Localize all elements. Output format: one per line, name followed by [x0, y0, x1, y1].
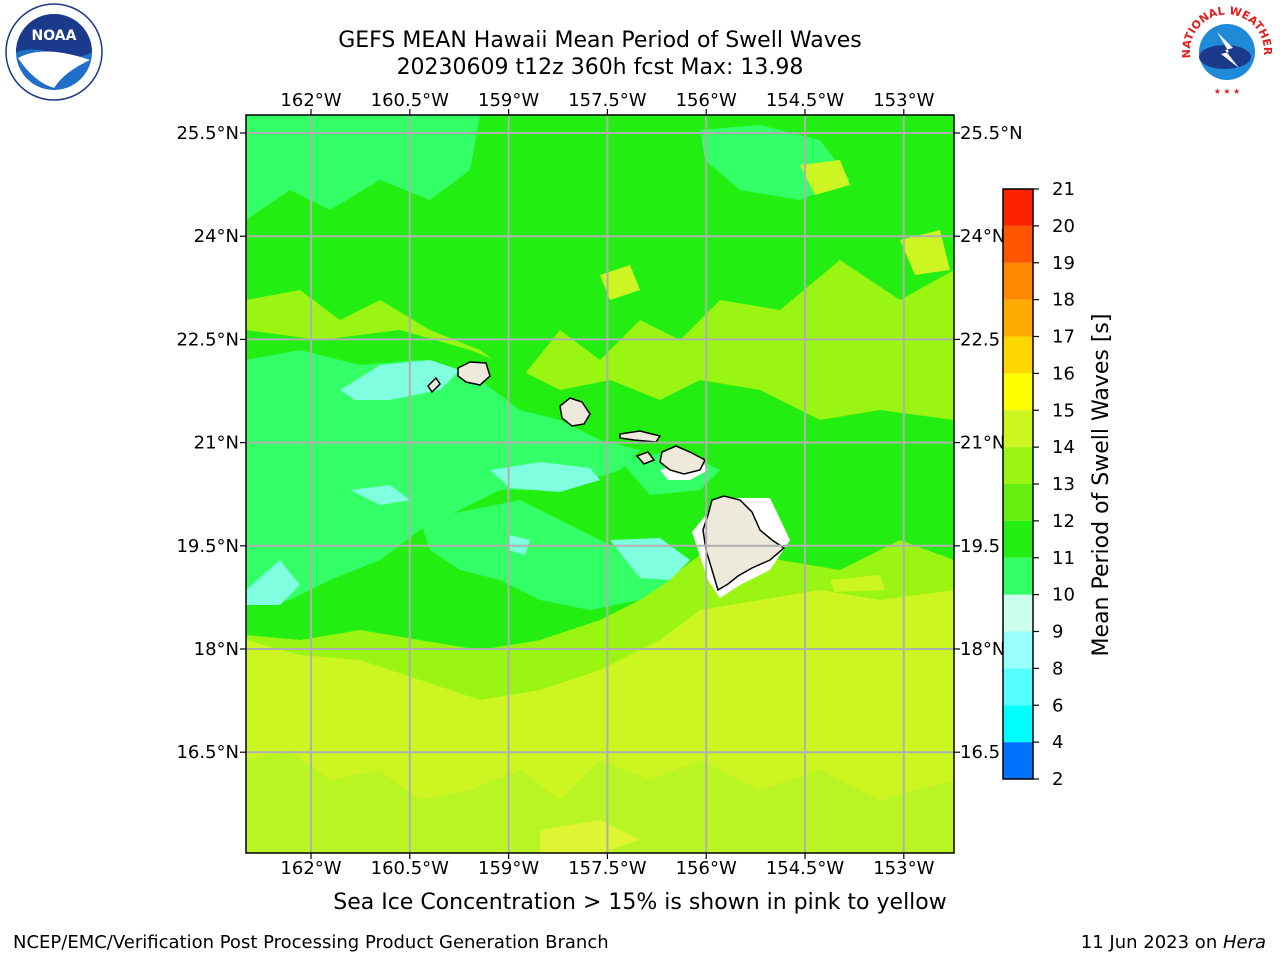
lon-tick-label: 157.5°W [568, 858, 647, 879]
lat-labels-left: 25.5°N 24°N 22.5°N 21°N 19.5°N 18°N 16.5°N [176, 123, 246, 763]
lat-tick-label-right: 21°N [960, 433, 1005, 454]
lat-tick-label: 21°N [194, 433, 239, 454]
lat-tick-label-right: 19.5 [960, 536, 1000, 557]
colorbar-segment [1003, 299, 1033, 337]
colorbar-segment [1003, 336, 1033, 374]
nws-logo: NATIONAL WEATHER SERVICE ★ ★ ★ [1176, 2, 1275, 100]
island-maui [659, 445, 706, 475]
lon-tick-label: 154.5°W [766, 858, 845, 879]
lon-tick-label: 157.5°W [568, 90, 647, 111]
lon-tick-label: 156°W [676, 90, 737, 111]
island-oahu [559, 397, 591, 427]
colorbar-tick-label: 14 [1052, 437, 1075, 458]
colorbar-segment [1003, 447, 1033, 484]
colorbar-tick-label: 2 [1052, 769, 1063, 790]
colorbar-tick-label: 18 [1052, 290, 1075, 311]
lon-labels-bottom: 162°W 160.5°W 159°W 157.5°W 156°W 154.5°W 153°… [280, 853, 935, 879]
colorbar-segment [1003, 557, 1033, 595]
colorbar-segment [1003, 631, 1033, 669]
colorbar-segment [1003, 189, 1033, 226]
lon-tick-label: 159°W [478, 90, 539, 111]
swell-period-field [246, 115, 954, 853]
island-kahoolawe [635, 451, 656, 465]
noaa-logo-text: NOAA [32, 28, 77, 44]
lat-tick-label: 22.5°N [176, 329, 239, 350]
footer-credit: NCEP/EMC/Verification Post Processing Pr… [13, 932, 609, 953]
lat-labels-right: 25.5°N 24°N 22.5 21°N 19.5 18°N 16.5 [954, 123, 1023, 763]
lat-tick-label: 24°N [194, 226, 239, 247]
lon-tick-label: 160.5°W [371, 858, 450, 879]
colorbar-segment [1003, 373, 1033, 411]
svg-text:★ ★ ★: ★ ★ ★ [1214, 87, 1241, 96]
lon-tick-label: 160.5°W [371, 90, 450, 111]
lat-tick-label-right: 16.5 [960, 742, 1000, 763]
colorbar-segment [1003, 742, 1033, 779]
colorbar-tick-label: 12 [1052, 511, 1075, 532]
colorbar-tick-label: 4 [1052, 732, 1063, 753]
lat-tick-label-right: 25.5°N [960, 123, 1023, 144]
lon-tick-label: 162°W [280, 90, 341, 111]
colorbar-tick-label: 16 [1052, 363, 1075, 384]
map-frame [245, 114, 955, 854]
footer-date: 11 Jun 2023 on Hera [1081, 932, 1266, 953]
lat-tick-label: 19.5°N [176, 536, 239, 557]
colorbar-tick-label: 19 [1052, 253, 1075, 274]
colorbar-tick-label: 15 [1052, 400, 1075, 421]
colorbar-segment [1003, 410, 1033, 448]
island-hawaii [702, 495, 786, 592]
chart-subtitle: 20230609 t12z 360h fcst Max: 13.98 [396, 55, 804, 80]
sea-ice-note: Sea Ice Concentration > 15% is shown in … [333, 890, 947, 915]
lon-labels-top: 162°W 160.5°W 159°W 157.5°W 156°W 154.5°W 153°… [280, 90, 935, 115]
lat-tick-label: 16.5°N [176, 742, 239, 763]
colorbar-tick-label: 13 [1052, 474, 1075, 495]
island-kauai [457, 361, 491, 386]
lat-tick-label-right: 18°N [960, 639, 1005, 660]
lat-tick-label: 25.5°N [176, 123, 239, 144]
colorbar-tick-label: 21 [1052, 179, 1075, 200]
lon-tick-label: 159°W [478, 858, 539, 879]
colorbar-segment [1003, 225, 1033, 263]
lon-tick-label: 162°W [280, 858, 341, 879]
islands [427, 361, 786, 592]
colorbar-tick-label: 20 [1052, 216, 1075, 237]
lon-tick-label: 156°W [676, 858, 737, 879]
lon-tick-label: 154.5°W [766, 90, 845, 111]
colorbar-tick-label: 17 [1052, 327, 1075, 348]
lat-tick-label-right: 24°N [960, 226, 1005, 247]
lon-tick-label: 153°W [873, 858, 934, 879]
footer-host: Hera [1222, 932, 1266, 953]
colorbar-segment [1003, 484, 1033, 521]
colorbar-segment [1003, 668, 1033, 706]
colorbar-tick-label: 9 [1052, 622, 1063, 643]
chart-title: GEFS MEAN Hawaii Mean Period of Swell Wa… [338, 28, 862, 53]
colorbar-segment [1003, 594, 1033, 632]
lat-tick-label: 18°N [194, 639, 239, 660]
colorbar-segment [1003, 705, 1033, 743]
colorbar-label: Mean Period of Swell Waves [s] [1089, 314, 1114, 657]
lon-tick-label: 153°W [873, 90, 934, 111]
colorbar-tick-label: 10 [1052, 585, 1075, 606]
colorbar-segment [1003, 520, 1033, 558]
colorbar-segment [1003, 262, 1033, 300]
lat-tick-label-right: 22.5 [960, 329, 1000, 350]
colorbar-tick-label: 8 [1052, 658, 1063, 679]
graticule [246, 115, 954, 853]
noaa-logo: NOAA [5, 3, 103, 101]
island-niihau [427, 376, 441, 394]
footer-date-text: 11 Jun 2023 on [1080, 932, 1223, 953]
colorbar-tick-label: 11 [1052, 548, 1075, 569]
colorbar-tick-label: 6 [1052, 695, 1063, 716]
colorbar: 2 4 6 8 9 10 11 12 13 14 15 16 17 18 19 20 21 [1002, 179, 1075, 790]
